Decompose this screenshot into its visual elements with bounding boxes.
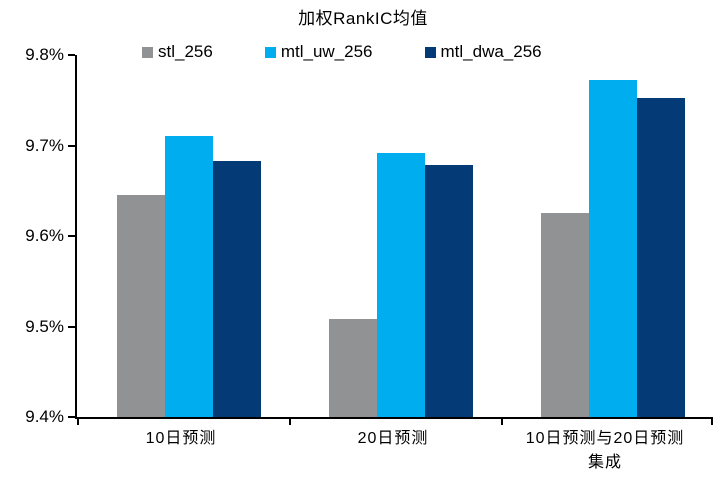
y-axis-label: 9.8%	[25, 45, 64, 64]
legend-item-mtl_uw_256: mtl_uw_256	[264, 42, 373, 62]
y-axis-label: 9.7%	[25, 136, 64, 155]
legend-swatch-icon	[142, 46, 153, 58]
x-axis-label: 10日预测与20日预测 集成	[525, 430, 685, 471]
bar-mtl_dwa_256-2	[425, 165, 473, 417]
y-axis-label: 9.4%	[25, 407, 64, 426]
legend-label: stl_256	[158, 42, 213, 61]
y-axis-tick	[68, 326, 75, 328]
bar-mtl_uw_256-3	[589, 80, 637, 417]
legend-swatch-icon	[424, 46, 436, 58]
x-axis-tick	[711, 417, 713, 425]
y-axis-tick	[68, 416, 75, 418]
legend-swatch-icon	[264, 46, 276, 58]
bar-mtl_dwa_256-3	[637, 98, 685, 417]
y-axis-tick	[68, 54, 75, 56]
legend-label: mtl_dwa_256	[440, 42, 542, 61]
bar-stl_256-3	[541, 213, 589, 417]
bar-stl_256-1	[117, 195, 165, 417]
y-axis-tick	[68, 235, 75, 237]
x-axis-label: 10日预测	[145, 430, 217, 447]
chart-title: 加权RankIC均值	[298, 9, 428, 28]
legend-item-stl_256: stl_256	[142, 42, 213, 62]
plot-area	[68, 54, 713, 425]
legend-item-mtl_dwa_256: mtl_dwa_256	[424, 42, 542, 62]
y-axis-label: 9.5%	[25, 317, 64, 336]
y-axis-tick	[68, 145, 75, 147]
bar-mtl_dwa_256-1	[213, 161, 261, 417]
x-axis-label: 20日预测	[357, 430, 429, 447]
legend: stl_256 mtl_uw_256 mtl_dwa_256	[142, 42, 542, 62]
x-axis-tick	[289, 417, 291, 425]
bar-stl_256-2	[329, 319, 377, 417]
x-axis-tick	[501, 417, 503, 425]
bar-mtl_uw_256-1	[165, 136, 213, 417]
bar-mtl_uw_256-2	[377, 153, 425, 417]
x-axis-tick	[77, 417, 79, 425]
legend-label: mtl_uw_256	[280, 42, 373, 61]
y-axis-label: 9.6%	[25, 226, 64, 245]
